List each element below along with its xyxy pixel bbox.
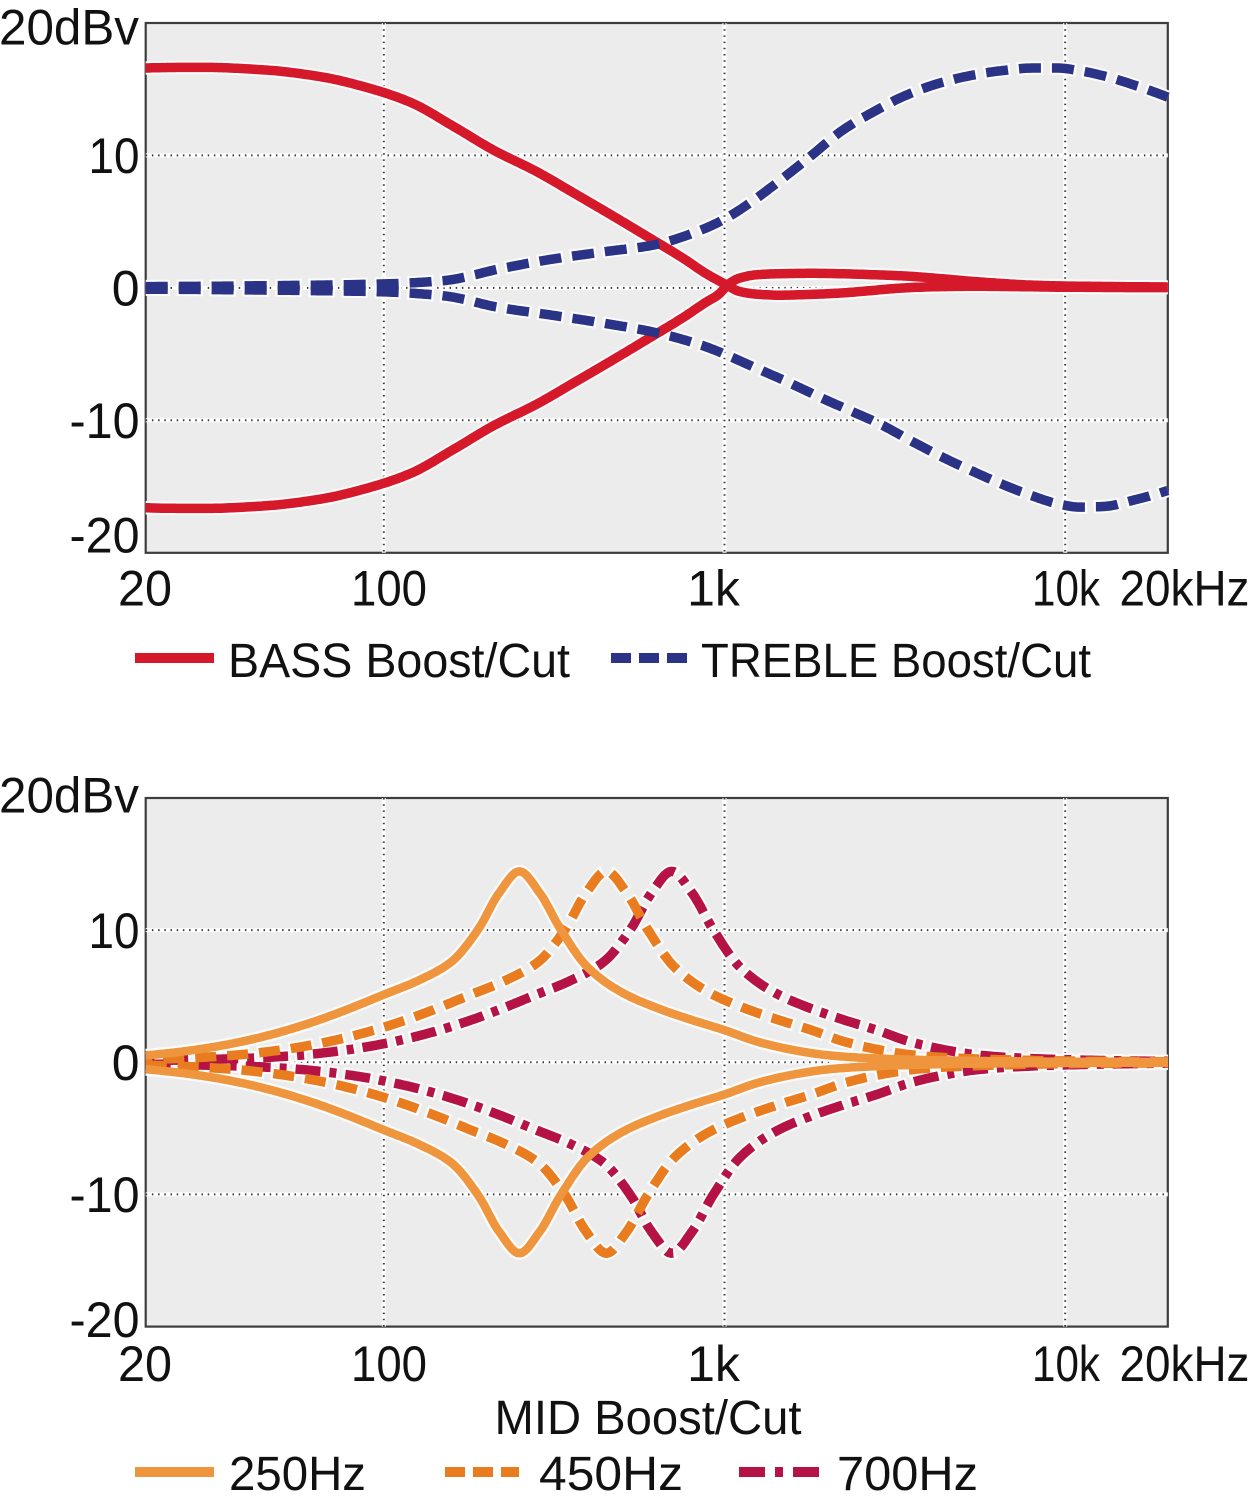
- svg-text:10: 10: [89, 128, 140, 184]
- svg-text:20kHz: 20kHz: [1120, 561, 1249, 617]
- svg-text:20kHz: 20kHz: [1120, 1336, 1249, 1392]
- svg-text:-20: -20: [70, 508, 140, 564]
- svg-text:1k: 1k: [687, 1336, 741, 1392]
- svg-text:700Hz: 700Hz: [837, 1448, 978, 1500]
- svg-text:MID Boost/Cut: MID Boost/Cut: [495, 1392, 802, 1445]
- svg-text:100: 100: [351, 1336, 427, 1392]
- svg-text:1k: 1k: [687, 561, 741, 617]
- svg-text:BASS Boost/Cut: BASS Boost/Cut: [228, 635, 570, 688]
- svg-text:-10: -10: [70, 1167, 140, 1223]
- svg-text:0: 0: [112, 1035, 140, 1091]
- svg-text:TREBLE Boost/Cut: TREBLE Boost/Cut: [701, 635, 1091, 688]
- svg-text:20dBv: 20dBv: [0, 768, 139, 824]
- svg-text:450Hz: 450Hz: [539, 1448, 683, 1500]
- svg-text:250Hz: 250Hz: [229, 1448, 366, 1500]
- svg-text:10k: 10k: [1032, 561, 1101, 617]
- svg-text:10: 10: [89, 903, 140, 959]
- svg-text:20dBv: 20dBv: [0, 0, 139, 56]
- svg-text:20: 20: [118, 561, 172, 617]
- svg-text:10k: 10k: [1032, 1336, 1101, 1392]
- svg-text:0: 0: [112, 261, 140, 317]
- svg-text:100: 100: [351, 561, 427, 617]
- svg-text:20: 20: [118, 1336, 172, 1392]
- svg-text:-10: -10: [70, 393, 140, 449]
